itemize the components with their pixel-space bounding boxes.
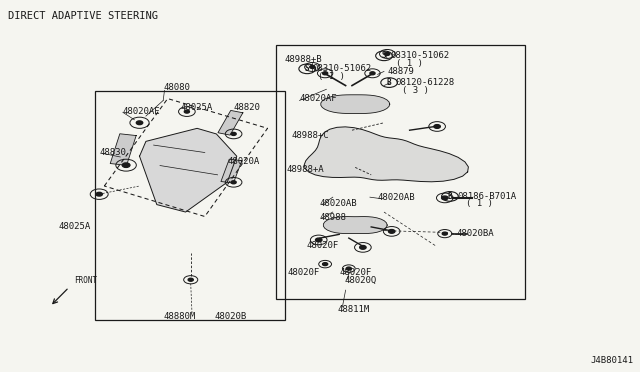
Circle shape [96,192,102,196]
Text: 48025A: 48025A [180,103,212,112]
Polygon shape [221,159,242,183]
Circle shape [323,72,328,75]
Text: ( 1 ): ( 1 ) [396,59,423,68]
Polygon shape [323,217,387,234]
Text: B: B [447,192,452,201]
Text: S: S [381,51,387,60]
Text: ( 1 ): ( 1 ) [318,72,345,81]
Text: 08310-51062: 08310-51062 [390,51,449,60]
Text: 48020AB: 48020AB [378,193,415,202]
Text: FRONT: FRONT [74,276,97,285]
Text: 48020F: 48020F [307,241,339,250]
Text: 48811M: 48811M [338,305,370,314]
Circle shape [323,263,328,266]
Circle shape [360,246,366,249]
Text: 48020B: 48020B [214,312,246,321]
Circle shape [188,278,193,281]
Text: S: S [305,64,310,73]
Text: 08120-61228: 08120-61228 [396,78,454,87]
Circle shape [442,232,447,235]
Polygon shape [321,95,390,113]
Circle shape [122,163,130,167]
Circle shape [310,65,315,68]
Text: ( 3 ): ( 3 ) [402,86,429,94]
Text: 48020Q: 48020Q [344,276,376,285]
Text: J4B80141: J4B80141 [591,356,634,365]
Circle shape [385,52,390,55]
Circle shape [434,125,440,128]
Text: 48879: 48879 [387,67,414,76]
Text: 48830: 48830 [99,148,126,157]
Polygon shape [304,127,468,182]
Text: 48020AB: 48020AB [320,199,358,208]
Circle shape [184,110,189,113]
Text: 48020BA: 48020BA [457,229,495,238]
Text: ( 1 ): ( 1 ) [466,199,493,208]
Circle shape [231,132,236,135]
Text: 48880M: 48880M [163,312,195,321]
Text: 48988+C: 48988+C [291,131,329,140]
Polygon shape [218,110,243,135]
Circle shape [388,230,395,233]
Circle shape [346,267,351,270]
Text: B: B [387,78,392,87]
Text: 48820: 48820 [234,103,260,112]
Text: 08310-51062: 08310-51062 [312,64,371,73]
Text: DIRECT ADAPTIVE STEERING: DIRECT ADAPTIVE STEERING [8,11,157,21]
Text: 08186-B701A: 08186-B701A [458,192,516,201]
Text: 48020F: 48020F [287,268,319,277]
Text: 48025A: 48025A [59,222,91,231]
Text: 48020F: 48020F [339,268,371,277]
Circle shape [316,238,322,242]
Text: 48988+A: 48988+A [287,165,324,174]
Polygon shape [140,128,237,212]
Circle shape [370,72,375,75]
Text: 48080: 48080 [163,83,190,92]
Circle shape [136,121,143,125]
Polygon shape [110,134,136,165]
Text: 48988: 48988 [319,213,346,222]
Bar [95,91,285,320]
Text: 48988+B: 48988+B [285,55,323,64]
Text: 48020A: 48020A [227,157,259,166]
Text: 48020AF: 48020AF [300,94,337,103]
Circle shape [231,181,236,184]
Text: 48020AE: 48020AE [123,107,161,116]
Circle shape [442,196,448,200]
Bar [276,45,525,299]
